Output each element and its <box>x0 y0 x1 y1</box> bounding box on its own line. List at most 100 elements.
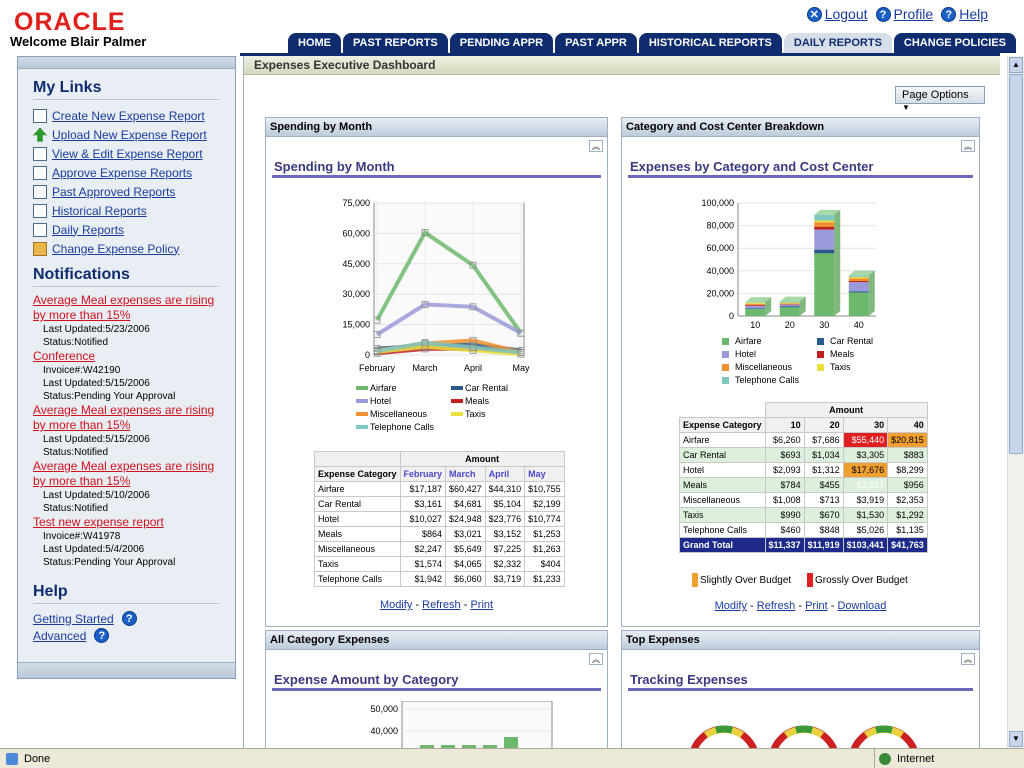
bar-segment <box>745 304 766 306</box>
tab-change-policies[interactable]: CHANGE POLICIES <box>893 33 1016 53</box>
plot-area <box>373 202 525 356</box>
bar-side <box>799 296 806 316</box>
scroll-up-icon[interactable]: ▲ <box>1009 57 1023 73</box>
notification-link[interactable]: Average Meal expenses are rising by more… <box>33 293 215 322</box>
advanced-link[interactable]: Advanced <box>33 628 87 643</box>
getting-started-link[interactable]: Getting Started <box>33 611 114 626</box>
table-cell: $2,199 <box>524 496 565 512</box>
table-row: Telephone Calls $1,942 $6,060 $3,719 $1,233 <box>314 571 565 587</box>
table-cell: $10,755 <box>524 481 565 497</box>
profile-icon[interactable]: ? <box>875 6 891 22</box>
table-cell: $24,948 <box>445 511 486 527</box>
sidebar-item-upload[interactable]: Upload New Expense Report <box>33 125 235 144</box>
slightly-over-swatch <box>692 573 698 587</box>
bar-segment <box>814 229 835 250</box>
bar-segment <box>779 306 800 308</box>
help-link[interactable]: Help <box>959 6 988 22</box>
refresh-link[interactable]: Refresh <box>422 599 461 611</box>
sidebar-item-historical[interactable]: Historical Reports <box>33 201 235 220</box>
profile-link[interactable]: Profile <box>893 6 934 22</box>
welcome-text: Welcome Blair Palmer <box>10 34 147 49</box>
legend-item: Airfare <box>722 336 762 346</box>
page-options-button[interactable]: Page Options ▼ <box>895 86 985 112</box>
refresh-link[interactable]: Refresh <box>756 600 796 612</box>
tab-past-reports[interactable]: PAST REPORTS <box>343 33 448 53</box>
budget-legend: Slightly Over Budget Grossly Over Budget <box>692 573 982 589</box>
bar-segment <box>848 278 869 282</box>
approve-reports-link[interactable]: Approve Expense Reports <box>52 165 193 180</box>
notification-detail: Status:Pending Your Approval <box>43 391 176 402</box>
legend-label: Airfare <box>735 336 762 346</box>
logout-link[interactable]: Logout <box>824 6 868 22</box>
spending-table-wrap: Amount Expense Category February March April… <box>314 451 565 587</box>
tab-daily-reports[interactable]: DAILY REPORTS <box>783 33 892 53</box>
legend-item: Telephone Calls <box>356 422 434 432</box>
vertical-scrollbar[interactable]: ▲ ▼ <box>1007 56 1024 748</box>
legend-swatch <box>451 412 463 416</box>
tab-pending-appr[interactable]: PENDING APPR <box>449 33 554 53</box>
notification-link[interactable]: Average Meal expenses are rising by more… <box>33 459 215 488</box>
sidebar-item-approve[interactable]: Approve Expense Reports <box>33 163 235 182</box>
sidebar-item-create[interactable]: Create New Expense Report <box>33 106 235 125</box>
notification-link[interactable]: Average Meal expenses are rising by more… <box>33 403 215 432</box>
bar-top <box>814 209 841 215</box>
legend-item: Telephone Calls <box>722 375 799 385</box>
sidebar-item-policy[interactable]: Change Expense Policy <box>33 239 235 258</box>
y-tick-label: 0 <box>365 350 370 360</box>
table-cell: $1,292 <box>887 507 928 523</box>
table-row: Taxis $1,574 $4,065 $2,332 $404 <box>314 556 565 572</box>
edit-report-link[interactable]: View & Edit Expense Report <box>52 146 203 161</box>
modify-link[interactable]: Modify <box>714 600 747 612</box>
collapse-icon[interactable]: ︽ <box>589 653 603 665</box>
bar-segment <box>745 308 766 316</box>
bar-segment <box>814 249 835 254</box>
bar-top <box>779 296 806 302</box>
past-approved-link[interactable]: Past Approved Reports <box>52 184 176 199</box>
collapse-icon[interactable]: ︽ <box>961 653 975 665</box>
modify-link[interactable]: Modify <box>379 599 413 611</box>
sidebar-item-daily[interactable]: Daily Reports <box>33 220 235 239</box>
legend-swatch <box>722 363 729 371</box>
scroll-down-icon[interactable]: ▼ <box>1009 731 1023 747</box>
collapse-icon[interactable]: ︽ <box>961 140 975 152</box>
tab-home[interactable]: HOME <box>288 33 341 53</box>
tab-past-appr[interactable]: PAST APPR <box>555 33 637 53</box>
sidebar-item-past-approved[interactable]: Past Approved Reports <box>33 182 235 201</box>
table-cell: $784 <box>764 477 805 493</box>
data-point <box>469 303 477 311</box>
create-report-link[interactable]: Create New Expense Report <box>52 108 205 123</box>
historical-reports-link[interactable]: Historical Reports <box>52 203 147 218</box>
table-cell: $1,942 <box>399 571 447 587</box>
help-icon[interactable]: ? <box>121 611 137 626</box>
print-link[interactable]: Print <box>470 599 494 611</box>
change-policy-link[interactable]: Change Expense Policy <box>52 241 180 256</box>
table-row: Hotel $2,093 $1,312 $17,676 $8,299 <box>679 462 928 478</box>
collapse-icon[interactable]: ︽ <box>589 140 603 152</box>
legend-swatch <box>451 386 463 390</box>
stacked-documents-icon <box>33 184 47 199</box>
tab-historical-reports[interactable]: HISTORICAL REPORTS <box>638 33 782 53</box>
notification-link[interactable]: Test new expense report <box>33 515 164 529</box>
download-link[interactable]: Download <box>837 600 887 612</box>
series-line <box>376 340 522 355</box>
series-line <box>375 302 522 337</box>
scroll-thumb[interactable] <box>1009 74 1023 454</box>
bar-segment <box>814 226 835 230</box>
table-row: Airfare $17,187 $60,427 $44,310 $10,755 <box>314 481 565 497</box>
data-point <box>517 349 525 356</box>
logout-icon[interactable]: ✕ <box>806 6 822 22</box>
notification-link[interactable]: Conference <box>33 349 96 363</box>
help-icon[interactable]: ? <box>94 628 110 643</box>
spending-actions: Modify - Refresh - Print <box>379 599 494 611</box>
legend-swatch <box>722 350 729 358</box>
help-icon[interactable]: ? <box>941 6 957 22</box>
sidebar-bottom-bar <box>18 662 235 678</box>
table-cell: $6,060 <box>445 571 486 587</box>
grossly-over-swatch <box>807 573 813 587</box>
y-tick-label: 20,000 <box>706 288 734 298</box>
daily-reports-link[interactable]: Daily Reports <box>52 222 125 237</box>
print-link[interactable]: Print <box>805 600 828 612</box>
bar-segment <box>848 282 869 292</box>
sidebar-item-edit[interactable]: View & Edit Expense Report <box>33 144 235 163</box>
upload-report-link[interactable]: Upload New Expense Report <box>52 127 207 142</box>
